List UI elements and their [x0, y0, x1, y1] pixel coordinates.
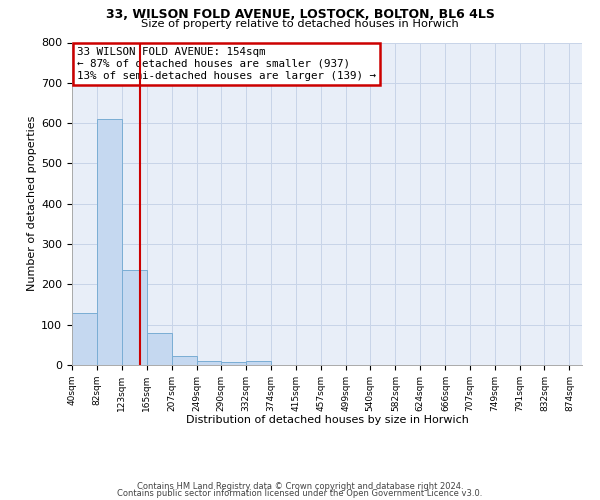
Bar	[122, 270, 146, 365]
X-axis label: Distribution of detached houses by size in Horwich: Distribution of detached houses by size …	[185, 416, 469, 426]
Bar	[246, 361, 271, 365]
Text: 33 WILSON FOLD AVENUE: 154sqm
← 87% of detached houses are smaller (937)
13% of : 33 WILSON FOLD AVENUE: 154sqm ← 87% of d…	[77, 48, 376, 80]
Text: Size of property relative to detached houses in Horwich: Size of property relative to detached ho…	[141, 19, 459, 29]
Bar	[72, 312, 97, 365]
Text: Contains public sector information licensed under the Open Government Licence v3: Contains public sector information licen…	[118, 490, 482, 498]
Text: 33, WILSON FOLD AVENUE, LOSTOCK, BOLTON, BL6 4LS: 33, WILSON FOLD AVENUE, LOSTOCK, BOLTON,…	[106, 8, 494, 20]
Y-axis label: Number of detached properties: Number of detached properties	[27, 116, 37, 292]
Bar	[221, 362, 246, 365]
Bar	[146, 333, 172, 365]
Bar	[197, 361, 221, 365]
Text: Contains HM Land Registry data © Crown copyright and database right 2024.: Contains HM Land Registry data © Crown c…	[137, 482, 463, 491]
Bar	[172, 356, 197, 365]
Bar	[97, 119, 122, 365]
